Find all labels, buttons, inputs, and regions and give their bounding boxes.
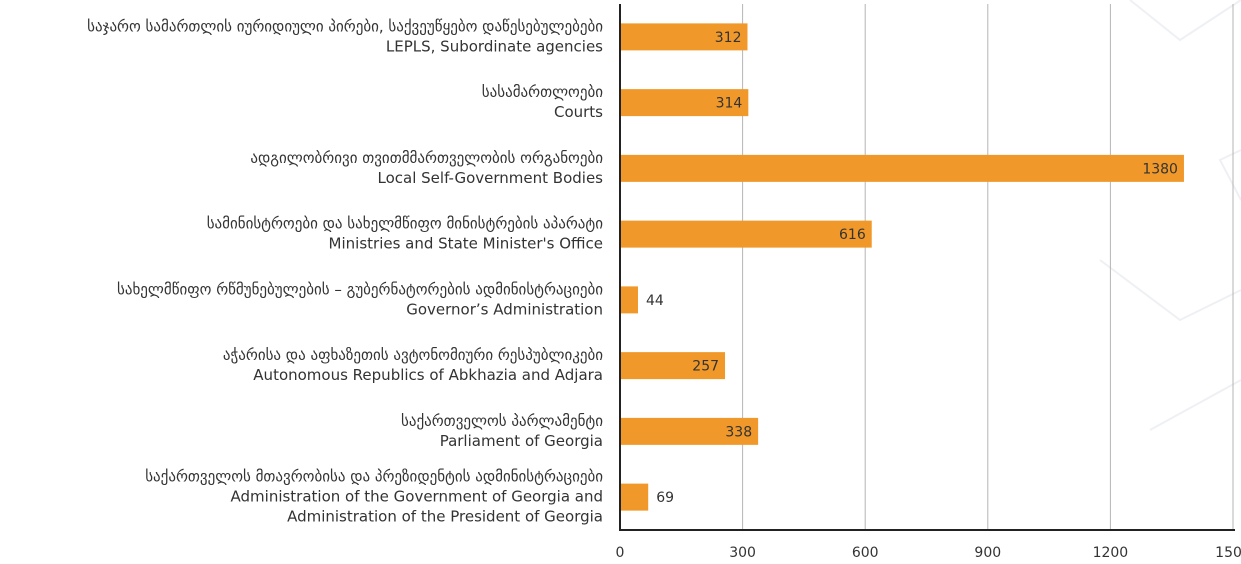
bar (620, 417, 759, 445)
category-label: საჯარო სამართლის იურიდიული პირები, საქვე… (87, 17, 603, 35)
x-tick-label: 1200 (1093, 545, 1129, 561)
category-label: სასამართლოები (482, 83, 603, 101)
category-label: სახელმწიფო რწმუნებულების – გუბერნატორები… (117, 280, 603, 298)
x-tick-label: 0 (616, 545, 625, 561)
value-label: 257 (692, 359, 719, 375)
category-label: Local Self-Government Bodies (378, 169, 604, 187)
value-label: 1380 (1142, 161, 1178, 177)
category-label: Administration of the Government of Geor… (231, 488, 603, 506)
bar (620, 23, 748, 51)
value-label: 338 (725, 424, 752, 440)
category-label: Courts (554, 103, 603, 121)
category-label: საქართველოს პარლამენტი (401, 412, 603, 430)
bar (620, 89, 749, 117)
value-label: 44 (646, 293, 664, 309)
category-label: Ministries and State Minister's Office (329, 235, 603, 253)
value-label: 312 (715, 30, 742, 46)
background-decoration (1099, 0, 1241, 431)
value-label: 616 (839, 227, 866, 243)
category-label: Autonomous Republics of Abkhazia and Adj… (253, 366, 603, 384)
category-label: Administration of the President of Georg… (287, 508, 603, 526)
bar (620, 483, 649, 511)
category-label: Governor’s Administration (406, 300, 603, 318)
category-label: საქართველოს მთავრობისა და პრეზიდენტის ად… (145, 468, 603, 486)
bar (620, 286, 638, 314)
category-label: აჭარისა და აფხაზეთის ავტონომიური რესპუბლ… (223, 346, 603, 364)
bar (620, 220, 872, 248)
x-tick-label: 1500 (1215, 545, 1241, 561)
x-tick-label: 900 (974, 545, 1001, 561)
x-tick-label: 600 (852, 545, 879, 561)
bar (620, 154, 1184, 182)
category-label: ადგილობრივი თვითმმართველობის ორგანოები (250, 149, 603, 167)
category-label: Parliament of Georgia (440, 432, 603, 450)
value-label: 314 (716, 96, 743, 112)
category-label: სამინისტროები და სახელმწიფო მინისტრების … (207, 215, 604, 233)
bar (620, 352, 726, 380)
category-label: LEPLS, Subordinate agencies (386, 37, 603, 55)
x-tick-label: 300 (729, 545, 756, 561)
value-label: 69 (656, 490, 674, 506)
